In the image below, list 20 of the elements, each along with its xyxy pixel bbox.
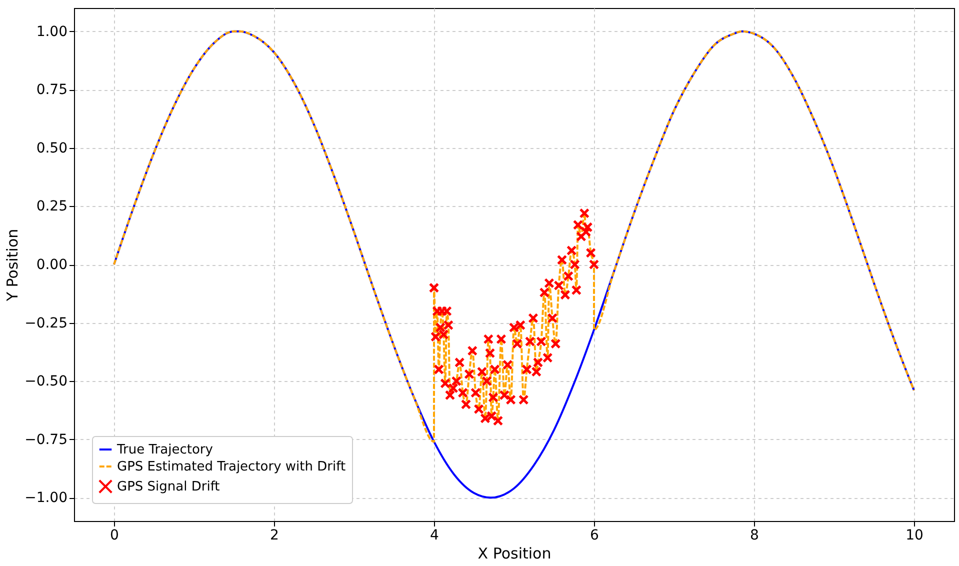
y-tick-label: 0.00 xyxy=(36,257,68,273)
y-tick-label: 0.25 xyxy=(36,198,68,215)
x-tick-label: 2 xyxy=(270,528,279,544)
y-tick-label: −1.00 xyxy=(24,490,68,506)
x-tick-label: 8 xyxy=(750,528,759,544)
y-axis-title: Y Position xyxy=(4,228,22,302)
y-tick-label: −0.75 xyxy=(24,432,68,448)
y-tick-label: 1.00 xyxy=(36,24,68,40)
y-tick-label: −0.25 xyxy=(24,315,68,332)
x-tick-label: 4 xyxy=(430,528,440,544)
legend-label: GPS Signal Drift xyxy=(117,480,220,494)
legend-label: GPS Estimated Trajectory with Drift xyxy=(117,460,346,474)
x-tick-label: 6 xyxy=(590,528,600,544)
legend-label: True Trajectory xyxy=(116,442,214,458)
y-tick-label: 0.50 xyxy=(36,140,68,156)
x-tick-label: 10 xyxy=(906,528,924,544)
y-tick-label: −0.50 xyxy=(24,374,68,390)
y-tick-label: 0.75 xyxy=(36,82,68,98)
x-tick-label: 0 xyxy=(110,528,119,544)
x-axis-title: X Position xyxy=(478,544,552,562)
